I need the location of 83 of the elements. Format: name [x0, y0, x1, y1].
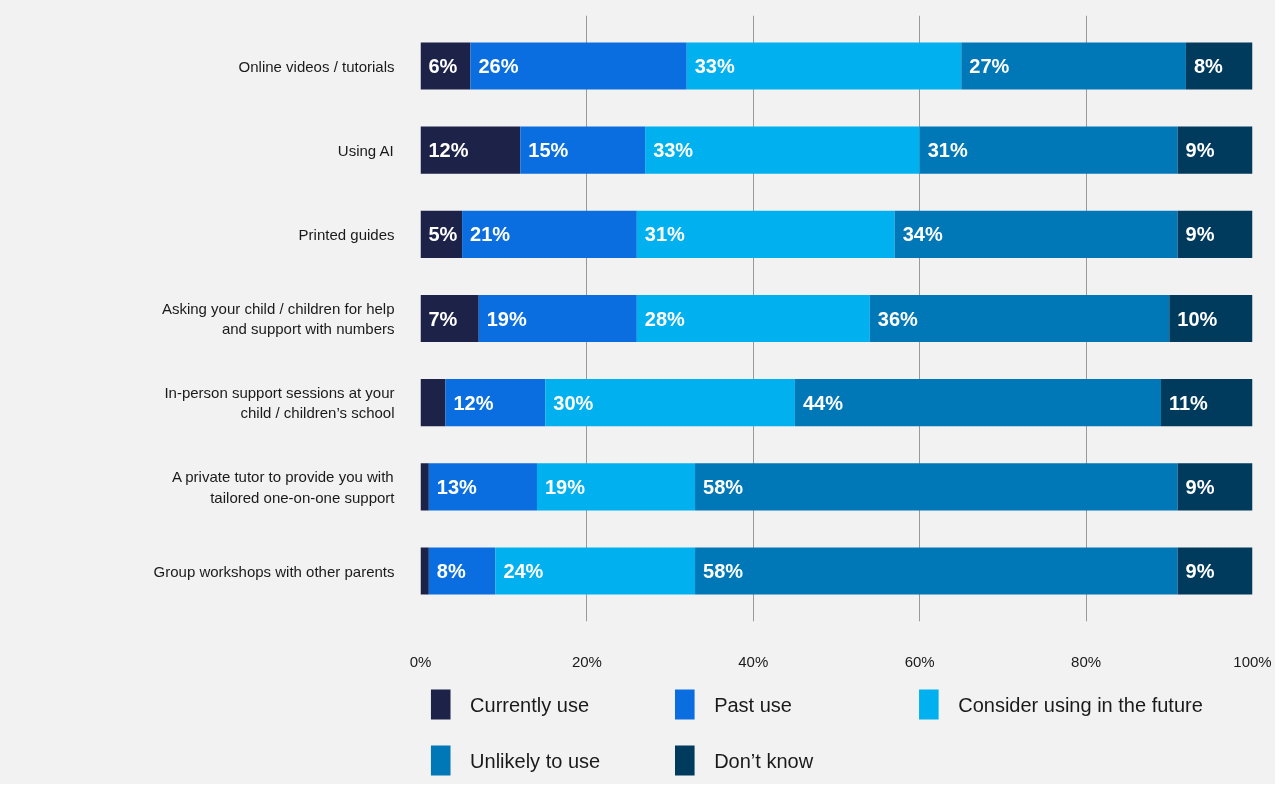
bar: [794, 379, 1161, 427]
bar: [919, 126, 1178, 174]
data-label: 36%: [877, 307, 919, 330]
bar: [636, 294, 870, 343]
data-label: 6%: [428, 55, 458, 77]
x-tick-label: 60%: [904, 652, 935, 670]
data-label: 9%: [1185, 139, 1215, 162]
bar: [428, 547, 496, 595]
bar: [1169, 294, 1253, 343]
bar: [470, 42, 687, 90]
data-label: 58%: [703, 560, 744, 582]
y-tick-label: Using AI: [337, 141, 394, 159]
y-tick-label: A private tutor to provide you with tailored one-on-one support: [171, 468, 396, 506]
data-label: 31%: [927, 139, 968, 162]
data-label: 27%: [969, 55, 1010, 77]
data-label: 33%: [653, 139, 694, 162]
data-label: 26%: [478, 55, 519, 77]
data-label: 13%: [436, 475, 478, 498]
bar: [1177, 126, 1253, 174]
bar: [1185, 42, 1253, 90]
bar: [961, 42, 1186, 90]
bar: [545, 379, 795, 427]
data-label: 28%: [644, 307, 686, 330]
y-tick-label: Group workshops with other parents: [153, 562, 395, 580]
bar: [1177, 463, 1253, 511]
x-tick-label: 40%: [738, 652, 769, 670]
data-label: 44%: [802, 391, 844, 414]
data-label: 8%: [436, 560, 466, 582]
data-label: 21%: [470, 223, 511, 246]
x-tick-label: 0%: [409, 652, 432, 670]
data-label: 10%: [1177, 307, 1218, 330]
bar: [536, 463, 696, 511]
legend-label: Unlikely to use: [470, 749, 601, 772]
data-label: 34%: [902, 223, 943, 246]
bar: [645, 126, 920, 174]
data-label: 33%: [694, 55, 735, 77]
legend-label: Past use: [714, 693, 792, 716]
data-label: 19%: [544, 475, 586, 498]
y-tick-label: Asking your child / children for help and support with numbers: [161, 299, 395, 338]
bar: [445, 379, 546, 427]
data-label: 9%: [1185, 475, 1215, 498]
data-label: 11%: [1168, 391, 1209, 414]
data-label: 24%: [503, 560, 544, 582]
bar: [1160, 379, 1253, 427]
bar: [420, 379, 446, 427]
data-label: 12%: [453, 391, 494, 414]
data-label: 30%: [553, 391, 594, 414]
bar: [695, 547, 1178, 595]
bar: [462, 210, 637, 258]
bar: [428, 463, 537, 511]
bar: [520, 126, 646, 174]
bar: [420, 126, 521, 174]
data-label: 12%: [428, 139, 469, 162]
y-tick-label: Online videos / tutorials: [238, 57, 395, 75]
x-tick-label: 80%: [1071, 652, 1102, 670]
y-tick-label: Printed guides: [298, 225, 395, 243]
x-tick-label: 20%: [571, 652, 602, 670]
bar: [869, 294, 1170, 343]
data-label: 7%: [428, 307, 458, 330]
data-label: 58%: [703, 475, 744, 498]
bar: [495, 547, 696, 595]
legend-label: Consider using in the future: [958, 693, 1203, 716]
data-label: 19%: [486, 307, 527, 330]
data-label: 5%: [428, 223, 458, 246]
bar: [1177, 547, 1253, 595]
legend-label: Don’t know: [714, 749, 814, 772]
data-label: 31%: [644, 223, 686, 246]
bar: [420, 463, 429, 511]
bar: [1177, 210, 1253, 258]
bar: [636, 210, 895, 258]
x-tick-label: 100%: [1233, 652, 1272, 670]
y-tick-label: In-person support sessions at your child / children’s school: [164, 383, 395, 422]
bar: [686, 42, 962, 90]
data-label: 15%: [528, 139, 569, 162]
data-label: 8%: [1193, 55, 1224, 77]
data-label: 9%: [1185, 223, 1215, 246]
data-label: 9%: [1185, 560, 1215, 582]
bar: [420, 547, 429, 595]
legend-label: Currently use: [470, 693, 590, 716]
bar: [695, 463, 1178, 511]
bar: [478, 294, 637, 343]
bar: [420, 294, 479, 343]
bar: [894, 210, 1178, 258]
